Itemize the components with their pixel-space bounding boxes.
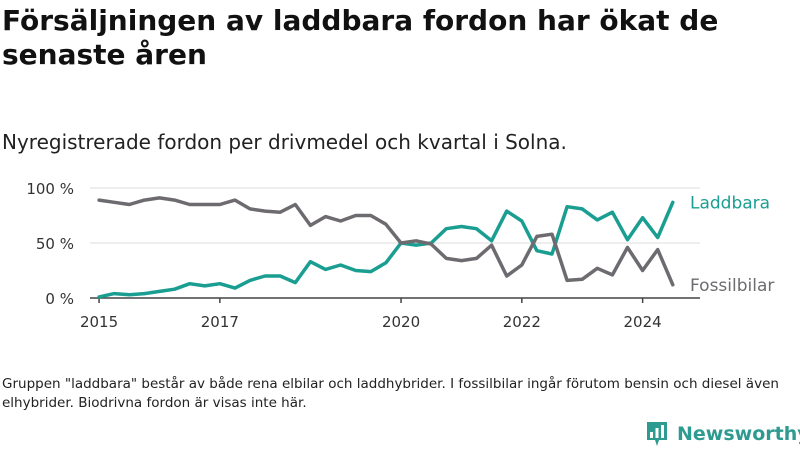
x-tick-label: 2015 — [80, 313, 118, 331]
y-tick-label: 50 % — [36, 235, 74, 253]
x-tick-label: 2020 — [382, 313, 420, 331]
series-label-laddbara: Laddbara — [690, 193, 770, 213]
x-tick-label: 2022 — [503, 313, 541, 331]
brand-logo: Newsworthy — [645, 420, 800, 448]
bar-chart-pin-icon — [647, 422, 667, 446]
series-label-fossilbilar: Fossilbilar — [690, 276, 774, 296]
y-tick-label: 100 % — [26, 180, 74, 198]
footnote: Gruppen "laddbara" består av både rena e… — [2, 376, 779, 411]
x-tick-label: 2024 — [624, 313, 662, 331]
series-line-laddbara — [97, 200, 675, 299]
brand-name: Newsworthy — [677, 423, 800, 445]
x-tick-label: 2017 — [201, 313, 239, 331]
chart-subtitle: Nyregistrerade fordon per drivmedel och … — [2, 130, 567, 154]
line-chart: 0 % 50 % 100 % 2015 2017 2020 2022 2024 Laddbara… — [26, 180, 774, 331]
chart-title: Försäljningen av laddbara fordon har öka… — [2, 4, 719, 71]
y-tick-label: 0 % — [45, 290, 74, 308]
series-line-fossilbilar — [97, 196, 675, 287]
